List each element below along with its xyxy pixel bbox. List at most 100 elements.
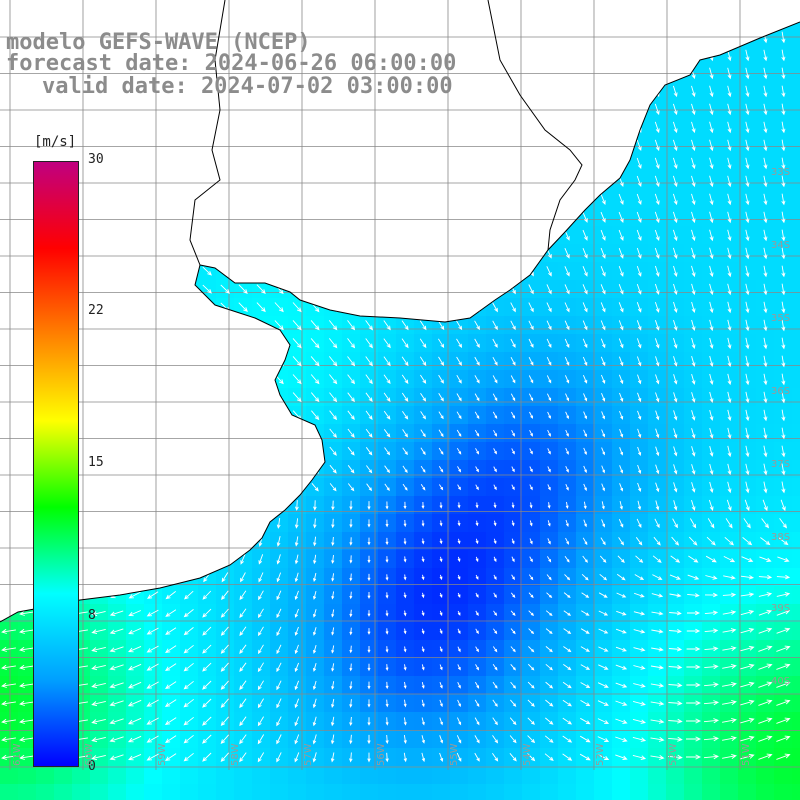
- wind-arrow: [547, 538, 551, 545]
- wind-arrow: [402, 483, 408, 491]
- wind-cell: [90, 370, 109, 389]
- wind-arrow: [132, 517, 138, 530]
- wind-arrow: [510, 212, 516, 223]
- wind-arrow: [510, 610, 516, 616]
- wind-arrow: [636, 320, 642, 331]
- wind-arrow: [257, 608, 264, 619]
- wind-arrow: [745, 373, 750, 386]
- wind-arrow: [421, 699, 425, 708]
- wind-arrow: [347, 410, 355, 421]
- wind-arrow: [654, 49, 660, 62]
- colorbar-tick: 8: [88, 608, 96, 623]
- wind-arrow: [220, 140, 230, 150]
- wind-cell: [576, 82, 595, 101]
- wind-arrow: [166, 302, 177, 312]
- wind-arrow: [600, 175, 606, 187]
- wind-cell: [108, 334, 127, 353]
- wind-arrow: [619, 447, 624, 456]
- wind-arrow: [776, 753, 791, 760]
- wind-arrow: [781, 445, 786, 458]
- wind-arrow: [637, 410, 642, 421]
- wind-cell: [468, 784, 487, 800]
- wind-arrow: [763, 85, 768, 98]
- wind-arrow: [597, 754, 610, 760]
- wind-arrow: [601, 411, 606, 420]
- wind-cell: [594, 154, 613, 173]
- wind-arrow: [669, 611, 682, 616]
- wind-cell: [72, 22, 91, 29]
- wind-arrow: [691, 229, 696, 242]
- wind-arrow: [385, 501, 389, 510]
- wind-cell: [90, 190, 109, 209]
- wind-cell: [378, 226, 397, 245]
- wind-arrow: [21, 483, 33, 491]
- wind-arrow: [709, 229, 714, 242]
- wind-arrow: [474, 429, 480, 437]
- wind-arrow: [22, 105, 33, 113]
- wind-arrow: [637, 464, 642, 474]
- wind-arrow: [238, 320, 248, 331]
- wind-cell: [522, 82, 541, 101]
- wind-arrow: [528, 139, 534, 151]
- wind-arrow: [347, 392, 355, 403]
- wind-cell: [612, 118, 631, 137]
- wind-cell: [108, 22, 127, 29]
- wind-arrow: [165, 681, 177, 689]
- wind-arrow: [618, 356, 624, 367]
- wind-arrow: [601, 519, 606, 528]
- wind-cell: [198, 460, 217, 479]
- wind-cell: [414, 22, 433, 29]
- wind-arrow: [709, 355, 714, 367]
- wind-arrow: [763, 445, 768, 458]
- wind-arrow: [727, 157, 732, 170]
- wind-cell: [792, 226, 800, 245]
- wind-arrow: [76, 141, 87, 149]
- wind-arrow: [615, 736, 628, 742]
- wind-arrow: [528, 22, 534, 25]
- wind-arrow: [740, 575, 755, 580]
- wind-arrow: [727, 283, 732, 296]
- wind-arrow: [94, 195, 105, 203]
- wind-cell: [522, 784, 541, 800]
- wind-arrow: [130, 141, 141, 149]
- wind-arrow: [691, 85, 696, 98]
- wind-arrow: [618, 157, 624, 169]
- wind-arrow: [742, 537, 753, 546]
- wind-arrow: [311, 230, 320, 241]
- wind-arrow: [672, 121, 678, 134]
- wind-arrow: [691, 373, 696, 385]
- wind-arrow: [127, 663, 142, 671]
- wind-arrow: [22, 429, 33, 437]
- wind-arrow: [601, 447, 605, 456]
- wind-arrow: [457, 502, 461, 509]
- wind-arrow: [777, 556, 790, 562]
- wind-arrow: [580, 682, 591, 689]
- wind-cell: [234, 442, 253, 461]
- wind-arrow: [166, 231, 176, 240]
- wind-arrow: [600, 211, 606, 223]
- wind-arrow: [510, 664, 516, 671]
- wind-arrow: [723, 575, 736, 580]
- wind-cell: [288, 244, 307, 263]
- wind-arrow: [146, 663, 159, 671]
- wind-arrow: [312, 590, 317, 600]
- wind-arrow: [618, 265, 624, 277]
- wind-cell: [450, 298, 469, 317]
- wind-arrow: [545, 681, 554, 689]
- wind-arrow: [457, 699, 461, 708]
- wind-cell: [324, 784, 343, 800]
- wind-arrow: [672, 157, 678, 170]
- wind-arrow: [165, 609, 177, 617]
- wind-arrow: [474, 320, 480, 331]
- wind-arrow: [130, 231, 141, 240]
- wind-cell: [54, 784, 73, 800]
- wind-cell: [396, 118, 415, 137]
- wind-cell: [54, 766, 73, 785]
- wind-cell: [144, 208, 163, 227]
- wind-cell: [126, 352, 145, 371]
- wind-arrow: [654, 247, 660, 259]
- wind-cell: [576, 46, 595, 65]
- wind-arrow: [474, 717, 480, 726]
- wind-cell: [414, 190, 433, 209]
- wind-cell: [342, 190, 361, 209]
